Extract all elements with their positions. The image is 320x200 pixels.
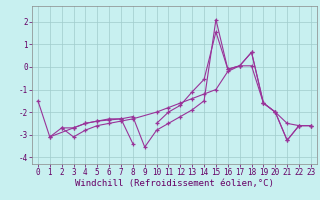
X-axis label: Windchill (Refroidissement éolien,°C): Windchill (Refroidissement éolien,°C) xyxy=(75,179,274,188)
